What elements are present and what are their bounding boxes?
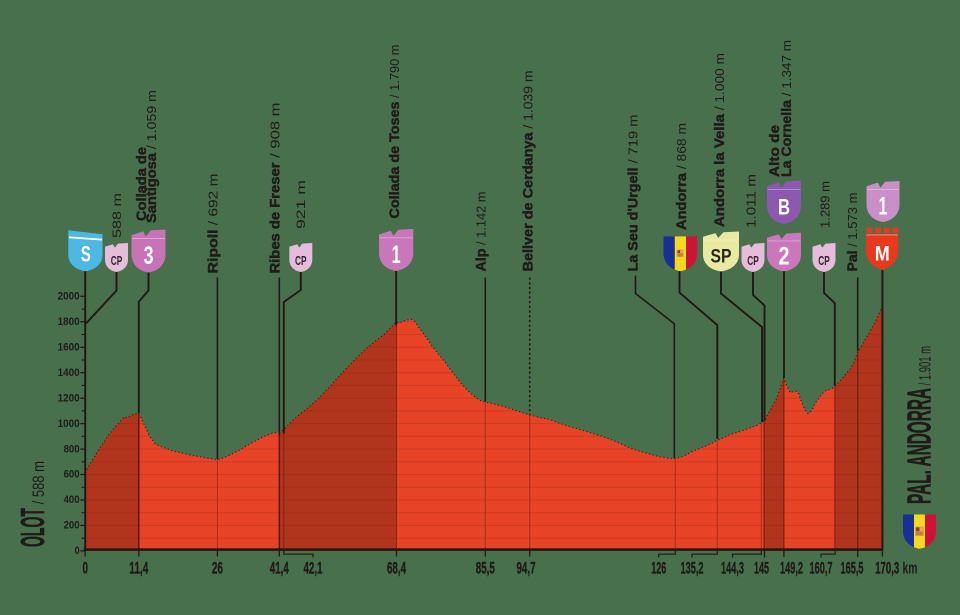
svg-text:1600: 1600	[58, 342, 80, 354]
svg-text:km: km	[903, 560, 918, 578]
svg-text:Ribes de Freser / 908 m: Ribes de Freser / 908 m	[267, 103, 282, 274]
svg-text:La Seu d'Urgell / 719 m: La Seu d'Urgell / 719 m	[626, 115, 641, 272]
svg-text:CP: CP	[111, 254, 123, 268]
svg-text:42,1: 42,1	[304, 560, 323, 578]
svg-text:Alp / 1.142 m: Alp / 1.142 m	[473, 192, 488, 272]
svg-text:2: 2	[779, 243, 790, 271]
svg-text:3: 3	[144, 242, 154, 270]
svg-text:La Cornella / 1.347 m: La Cornella / 1.347 m	[779, 40, 794, 177]
svg-text:600: 600	[64, 469, 80, 481]
svg-text:Bellver de Cerdanya / 1.039 m: Bellver de Cerdanya / 1.039 m	[521, 71, 536, 272]
svg-text:588 m: 588 m	[110, 193, 124, 238]
svg-text:41,4: 41,4	[270, 560, 289, 578]
svg-text:SP: SP	[711, 246, 732, 267]
svg-text:B: B	[778, 195, 790, 220]
svg-text:S: S	[81, 241, 91, 266]
svg-text:1.011 m: 1.011 m	[745, 174, 759, 228]
svg-text:85,5: 85,5	[476, 560, 495, 578]
svg-text:149,2: 149,2	[780, 560, 803, 578]
svg-text:Collada de: Collada de	[134, 146, 149, 221]
svg-text:135,2: 135,2	[681, 560, 704, 578]
svg-text:1000: 1000	[58, 418, 80, 430]
svg-text:400: 400	[64, 494, 80, 506]
svg-text:PAL. ANDORRA / 1.901 m: PAL. ANDORRA / 1.901 m	[901, 346, 938, 504]
svg-text:170,3: 170,3	[875, 560, 899, 578]
svg-text:165,5: 165,5	[841, 560, 864, 578]
svg-text:2000: 2000	[58, 291, 80, 303]
svg-text:1: 1	[879, 192, 888, 220]
svg-text:921 m: 921 m	[294, 180, 308, 229]
svg-text:1800: 1800	[58, 316, 80, 328]
svg-text:OLOT / 588 m: OLOT / 588 m	[14, 461, 51, 547]
svg-text:200: 200	[64, 520, 80, 532]
svg-text:Andorra la Vella / 1.000 m: Andorra la Vella / 1.000 m	[712, 53, 727, 227]
svg-text:94,7: 94,7	[517, 560, 536, 578]
svg-text:Ripoll / 692 m: Ripoll / 692 m	[206, 174, 221, 274]
svg-text:800: 800	[64, 443, 80, 455]
svg-text:Pal / 1.573 m: Pal / 1.573 m	[845, 193, 860, 272]
svg-text:1400: 1400	[58, 367, 80, 379]
svg-text:Santigosa / 1.059 m: Santigosa / 1.059 m	[144, 90, 159, 223]
svg-text:1.289 m: 1.289 m	[819, 181, 833, 228]
svg-text:11,4: 11,4	[129, 560, 148, 578]
svg-text:Andorra / 868 m: Andorra / 868 m	[674, 123, 689, 230]
svg-text:68,4: 68,4	[387, 560, 406, 578]
svg-text:CP: CP	[295, 254, 307, 268]
svg-text:1200: 1200	[58, 392, 80, 404]
svg-text:Alto de: Alto de	[767, 124, 782, 177]
svg-text:1: 1	[392, 241, 401, 269]
svg-text:145: 145	[754, 560, 769, 578]
svg-text:0: 0	[75, 545, 80, 557]
svg-text:CP: CP	[747, 254, 759, 268]
svg-text:26: 26	[212, 560, 223, 578]
svg-text:CP: CP	[818, 254, 830, 268]
svg-text:126: 126	[651, 560, 666, 578]
svg-text:Collada de Toses / 1.790 m: Collada de Toses / 1.790 m	[387, 45, 402, 219]
svg-text:160,7: 160,7	[810, 560, 833, 578]
svg-text:M: M	[875, 241, 890, 265]
svg-text:0: 0	[82, 560, 88, 578]
svg-text:144,3: 144,3	[721, 560, 744, 578]
